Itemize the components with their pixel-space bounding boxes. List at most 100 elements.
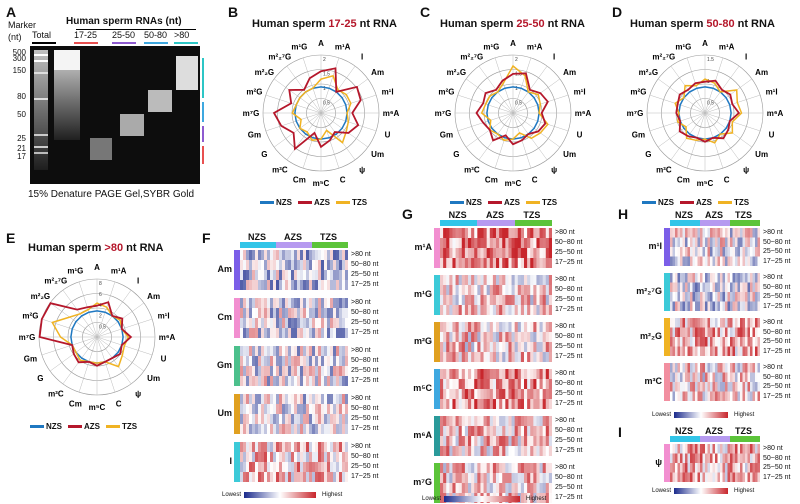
heat-cell bbox=[725, 337, 728, 347]
heat-cell bbox=[740, 327, 743, 338]
heat-cell bbox=[276, 366, 280, 377]
heat-cell bbox=[533, 332, 537, 343]
radar-axis-label: m¹I bbox=[766, 87, 778, 96]
heat-cell bbox=[243, 346, 247, 357]
heat-cell bbox=[530, 332, 534, 343]
heat-cell bbox=[539, 248, 544, 259]
heat-cell bbox=[732, 472, 736, 482]
heat-cell bbox=[480, 379, 484, 390]
heat-block bbox=[240, 394, 348, 434]
heat-cell bbox=[496, 379, 500, 390]
heat-cell bbox=[697, 318, 701, 328]
heat-cell bbox=[246, 346, 250, 357]
heat-cell bbox=[727, 256, 731, 266]
heat-cell bbox=[261, 308, 265, 319]
heat-cell bbox=[680, 247, 683, 257]
heat-cell bbox=[757, 453, 760, 464]
heat-cell bbox=[705, 273, 708, 283]
heat-cell bbox=[707, 382, 711, 392]
heat-cell bbox=[324, 280, 328, 290]
heat-cell bbox=[452, 473, 456, 484]
heat-cell bbox=[285, 328, 289, 338]
heat-cell bbox=[695, 247, 698, 257]
heat-cell bbox=[755, 256, 758, 266]
heat-size-row-label: 17~25 nt bbox=[555, 259, 583, 266]
legend-swatch bbox=[30, 425, 44, 429]
heat-cell bbox=[533, 258, 537, 268]
heat-cell bbox=[480, 258, 484, 268]
heat-cell bbox=[747, 237, 751, 248]
heat-cell bbox=[318, 270, 322, 281]
heat-cell bbox=[505, 446, 509, 456]
heat-cell bbox=[464, 228, 469, 239]
heat-cell bbox=[477, 238, 481, 249]
heat-cell bbox=[486, 258, 491, 268]
heat-cell bbox=[318, 366, 322, 377]
heat-mod-label: m²₂G bbox=[640, 331, 662, 341]
heat-cell bbox=[303, 270, 307, 281]
heat-cell bbox=[288, 298, 292, 309]
heat-cell bbox=[291, 346, 295, 357]
heat-cell bbox=[505, 342, 509, 353]
heat-cell bbox=[533, 322, 537, 333]
heat-cell bbox=[315, 366, 319, 377]
heat-cell bbox=[276, 394, 280, 405]
heat-cell bbox=[336, 394, 340, 405]
heat-cell bbox=[690, 318, 693, 328]
heat-cell bbox=[690, 228, 693, 238]
heat-cell bbox=[745, 472, 748, 482]
heat-size-row-label: >80 nt bbox=[763, 364, 783, 371]
radar-axis-label: m²G bbox=[246, 87, 262, 96]
heat-cell bbox=[324, 308, 328, 319]
heat-cell bbox=[315, 298, 319, 309]
heat-cell bbox=[452, 342, 456, 353]
heat-cell bbox=[677, 327, 681, 338]
heat-cell bbox=[452, 483, 456, 494]
heat-cell bbox=[282, 356, 286, 367]
gel-image bbox=[30, 46, 200, 184]
heat-cell bbox=[318, 394, 322, 405]
heat-cell bbox=[508, 248, 512, 259]
heat-size-row-label: >80 nt bbox=[763, 229, 783, 236]
heat-cell bbox=[474, 446, 478, 456]
heat-block bbox=[440, 369, 552, 409]
heat-cell bbox=[345, 424, 348, 434]
heat-cell bbox=[499, 332, 503, 343]
heatmap-f: NZS AZS TZS Am >80 nt 50~80 nt 25~50 nt 17~25 n… bbox=[212, 232, 388, 502]
heat-cell bbox=[742, 273, 746, 283]
heat-cell bbox=[440, 416, 444, 427]
radar-axis-label: Gm bbox=[440, 131, 453, 140]
heat-cell bbox=[542, 258, 547, 268]
heat-cell bbox=[273, 356, 277, 367]
heat-cell bbox=[461, 436, 466, 447]
heat-cell bbox=[252, 376, 256, 386]
heat-cell bbox=[520, 446, 525, 456]
heat-cell bbox=[705, 292, 708, 302]
heat-cell bbox=[755, 382, 758, 392]
heat-cell bbox=[327, 424, 331, 434]
heat-cell bbox=[297, 472, 301, 482]
heat-cell bbox=[327, 308, 331, 319]
heat-cell bbox=[677, 337, 681, 347]
heat-cell bbox=[440, 258, 444, 268]
heat-cell bbox=[511, 258, 516, 268]
heat-cell bbox=[695, 327, 698, 338]
heat-cell bbox=[737, 463, 741, 473]
heat-size-row-label: 25~50 nt bbox=[555, 343, 583, 350]
heat-cell bbox=[330, 366, 334, 377]
heat-cell bbox=[692, 372, 696, 383]
heat-cell bbox=[533, 275, 537, 286]
heat-cell bbox=[539, 399, 544, 409]
heat-cell bbox=[285, 308, 289, 319]
heat-cell bbox=[255, 346, 259, 357]
heat-cell bbox=[455, 258, 460, 268]
heat-cell bbox=[502, 342, 506, 353]
heat-cell bbox=[735, 346, 738, 356]
legend-label: NZS bbox=[276, 198, 292, 207]
heat-cell bbox=[690, 372, 693, 383]
radar-axis-label: m²₂G bbox=[447, 68, 467, 77]
heat-cell bbox=[533, 305, 537, 315]
heat-cell bbox=[458, 258, 463, 268]
heat-cell bbox=[327, 250, 331, 261]
heat-cell bbox=[288, 260, 292, 271]
